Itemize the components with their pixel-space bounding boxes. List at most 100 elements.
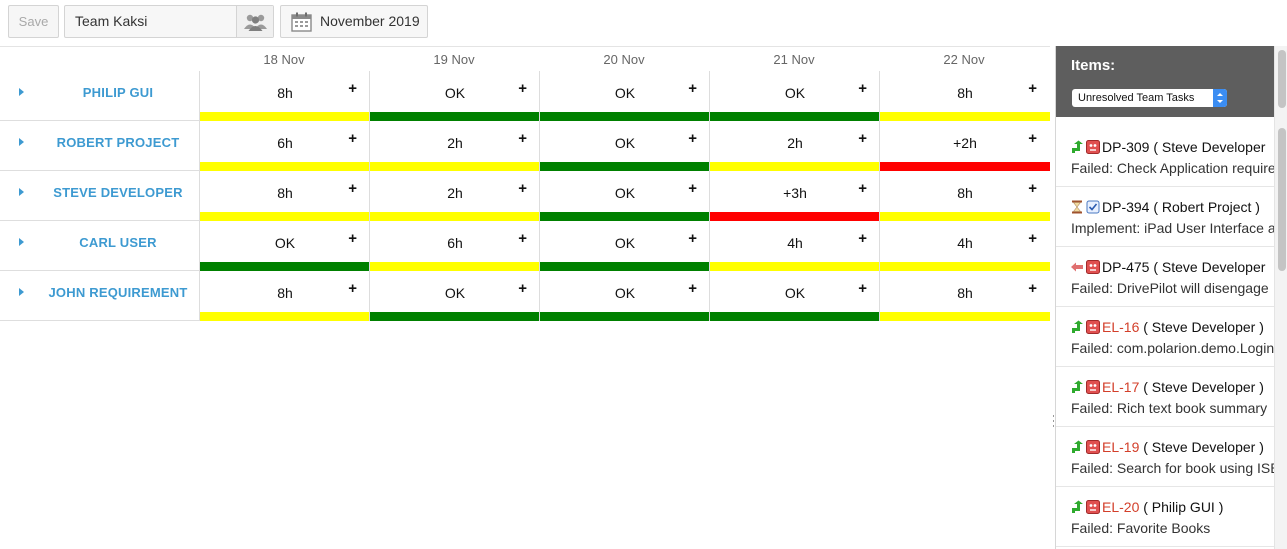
- work-item[interactable]: EL-17 ( Steve Developer ) Failed: Rich te…: [1056, 367, 1274, 427]
- add-task-button[interactable]: +: [688, 280, 697, 297]
- expand-caret-icon[interactable]: [18, 85, 26, 99]
- add-task-button[interactable]: +: [518, 230, 527, 247]
- user-name-link[interactable]: STEVE DEVELOPER: [53, 185, 183, 200]
- add-task-button[interactable]: +: [858, 180, 867, 197]
- work-item-id-link[interactable]: DP-394: [1102, 199, 1150, 215]
- save-button[interactable]: Save: [8, 5, 59, 38]
- expand-caret-icon[interactable]: [18, 285, 26, 299]
- items-panel: Items: Unresolved Team Tasks DP-309 ( St…: [1055, 46, 1287, 549]
- work-item[interactable]: DP-309 ( Steve Developer Failed: Check A…: [1056, 127, 1274, 187]
- work-item-assignee: ( Robert Project ): [1149, 199, 1260, 215]
- capacity-cell[interactable]: +3h +: [709, 171, 880, 221]
- expand-caret-icon[interactable]: [18, 235, 26, 249]
- add-task-button[interactable]: +: [1028, 180, 1037, 197]
- items-panel-header: Items: Unresolved Team Tasks: [1056, 46, 1274, 117]
- capacity-cell[interactable]: OK +: [369, 271, 540, 321]
- capacity-cell[interactable]: 8h +: [199, 171, 370, 221]
- capacity-cell[interactable]: 8h +: [199, 271, 370, 321]
- add-task-button[interactable]: +: [1028, 80, 1037, 97]
- user-name-link[interactable]: JOHN REQUIREMENT: [48, 285, 188, 300]
- add-task-button[interactable]: +: [348, 230, 357, 247]
- capacity-cell[interactable]: 2h +: [369, 171, 540, 221]
- failed-test-icon: [1086, 499, 1102, 515]
- add-task-button[interactable]: +: [348, 80, 357, 97]
- add-task-button[interactable]: +: [518, 280, 527, 297]
- items-scrollbar[interactable]: [1274, 46, 1287, 549]
- work-item[interactable]: EL-19 ( Steve Developer ) Failed: Search …: [1056, 427, 1274, 487]
- splitter-handle-icon[interactable]: [1052, 415, 1055, 427]
- capacity-cell[interactable]: 6h +: [369, 221, 540, 271]
- team-selector[interactable]: Team Kaksi: [64, 5, 274, 38]
- add-task-button[interactable]: +: [348, 180, 357, 197]
- user-name-link[interactable]: ROBERT PROJECT: [56, 135, 180, 150]
- add-task-button[interactable]: +: [858, 280, 867, 297]
- capacity-cell[interactable]: +2h +: [879, 121, 1050, 171]
- add-task-button[interactable]: +: [688, 80, 697, 97]
- team-users-icon[interactable]: [236, 6, 273, 37]
- capacity-cell[interactable]: OK +: [539, 221, 710, 271]
- add-task-button[interactable]: +: [348, 280, 357, 297]
- work-item-id-link[interactable]: DP-309: [1102, 139, 1150, 155]
- add-task-button[interactable]: +: [1028, 230, 1037, 247]
- capacity-cell[interactable]: 8h +: [199, 71, 370, 121]
- month-picker-button[interactable]: November 2019: [280, 5, 428, 38]
- work-item-header: EL-20 ( Philip GUI ): [1070, 499, 1223, 515]
- status-bar-yellow: [200, 312, 370, 321]
- work-item-title: Failed: Rich text book summary: [1071, 400, 1268, 416]
- capacity-cell[interactable]: 2h +: [709, 121, 880, 171]
- capacity-cell[interactable]: 4h +: [709, 221, 880, 271]
- status-bar-green: [370, 312, 540, 321]
- add-task-button[interactable]: +: [858, 130, 867, 147]
- capacity-cell[interactable]: 8h +: [879, 171, 1050, 221]
- capacity-cell[interactable]: OK +: [539, 121, 710, 171]
- add-task-button[interactable]: +: [348, 130, 357, 147]
- work-item[interactable]: EL-20 ( Philip GUI ) Failed: Favorite Boo…: [1056, 487, 1274, 547]
- capacity-cell[interactable]: OK +: [539, 171, 710, 221]
- capacity-cell[interactable]: OK +: [539, 71, 710, 121]
- add-task-button[interactable]: +: [518, 130, 527, 147]
- work-item[interactable]: DP-475 ( Steve Developer Failed: DrivePil…: [1056, 247, 1274, 307]
- add-task-button[interactable]: +: [688, 180, 697, 197]
- add-task-button[interactable]: +: [1028, 280, 1037, 297]
- capacity-cell[interactable]: OK +: [709, 71, 880, 121]
- scrollbar-thumb[interactable]: [1278, 128, 1286, 271]
- capacity-cell[interactable]: 4h +: [879, 221, 1050, 271]
- add-task-button[interactable]: +: [688, 130, 697, 147]
- add-task-button[interactable]: +: [518, 180, 527, 197]
- green-arrow-icon: [1070, 499, 1086, 515]
- work-item[interactable]: EL-16 ( Steve Developer ) Failed: com.pol…: [1056, 307, 1274, 367]
- items-filter-select[interactable]: Unresolved Team Tasks: [1072, 89, 1227, 107]
- capacity-cell[interactable]: 6h +: [199, 121, 370, 171]
- work-item[interactable]: DP-394 ( Robert Project ) Implement: iPad…: [1056, 187, 1274, 247]
- add-task-button[interactable]: +: [688, 230, 697, 247]
- capacity-value: 2h: [447, 185, 463, 201]
- capacity-cell[interactable]: 8h +: [879, 71, 1050, 121]
- work-item-id-link[interactable]: EL-20: [1102, 499, 1140, 515]
- expand-caret-icon[interactable]: [18, 135, 26, 149]
- scrollbar-thumb[interactable]: [1278, 50, 1286, 108]
- status-bar-green: [540, 162, 710, 171]
- expand-caret-icon[interactable]: [18, 185, 26, 199]
- status-bar-green: [540, 112, 710, 121]
- green-arrow-icon: [1070, 439, 1086, 455]
- capacity-cell[interactable]: OK +: [709, 271, 880, 321]
- items-panel-title: Items:: [1071, 57, 1116, 74]
- user-name-link[interactable]: PHILIP GUI: [82, 85, 154, 100]
- work-item-id-link[interactable]: EL-16: [1102, 319, 1140, 335]
- add-task-button[interactable]: +: [518, 80, 527, 97]
- capacity-cell[interactable]: 8h +: [879, 271, 1050, 321]
- capacity-value: 6h: [447, 235, 463, 251]
- capacity-value: OK: [614, 185, 636, 201]
- work-item-id-link[interactable]: DP-475: [1102, 259, 1150, 275]
- add-task-button[interactable]: +: [858, 230, 867, 247]
- work-item-id-link[interactable]: EL-17: [1102, 379, 1140, 395]
- capacity-cell[interactable]: OK +: [369, 71, 540, 121]
- work-item-id-link[interactable]: EL-19: [1102, 439, 1140, 455]
- add-task-button[interactable]: +: [1028, 130, 1037, 147]
- add-task-button[interactable]: +: [858, 80, 867, 97]
- capacity-cell[interactable]: OK +: [199, 221, 370, 271]
- status-bar-yellow: [880, 262, 1050, 271]
- user-name-link[interactable]: CARL USER: [79, 235, 157, 250]
- capacity-cell[interactable]: OK +: [539, 271, 710, 321]
- capacity-cell[interactable]: 2h +: [369, 121, 540, 171]
